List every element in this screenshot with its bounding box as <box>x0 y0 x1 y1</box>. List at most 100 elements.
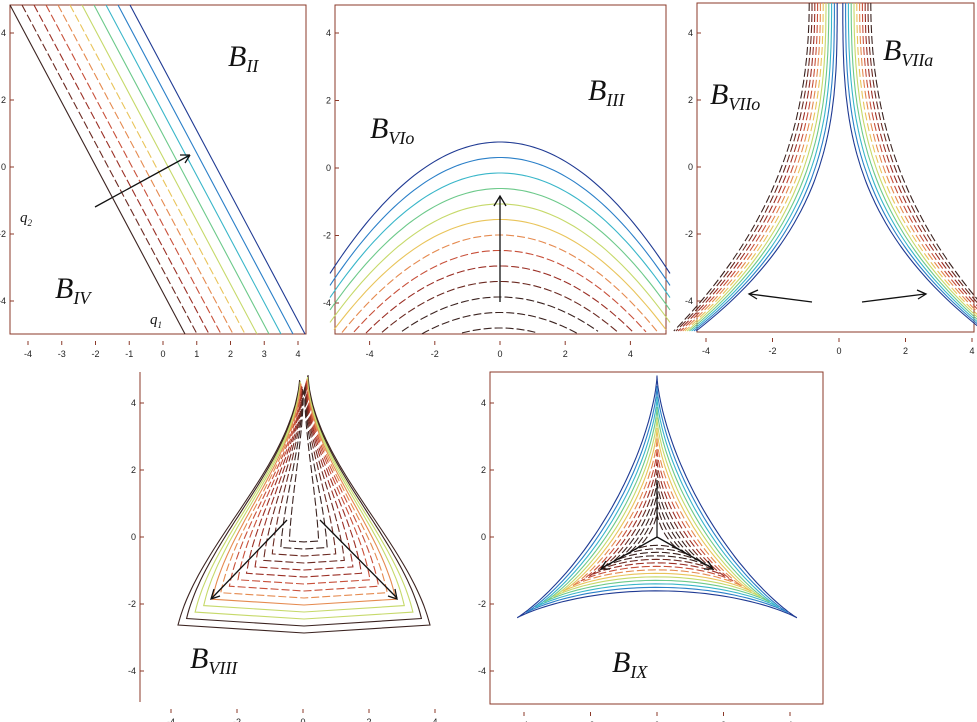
contour-line <box>677 3 816 332</box>
y-tick-label: -2 <box>128 599 136 609</box>
contour-line <box>105 4 282 335</box>
region-labels: BII BIV q2 q1 BIII BVIo BVIIa BVIIo BVII… <box>20 34 933 682</box>
y-tick-label: 0 <box>131 532 136 542</box>
y-tick-label: 2 <box>131 465 136 475</box>
y-tick-label: 4 <box>131 398 136 408</box>
contour-line <box>680 3 819 332</box>
contour-line <box>597 470 716 572</box>
contour-line <box>859 3 977 313</box>
y-tick-label: -4 <box>478 666 486 676</box>
contour-line <box>237 382 371 585</box>
x-tick-label: 1 <box>194 349 199 359</box>
panel-b8: -4 -2 0 2 4 4 2 0 -2 -4 <box>128 372 438 722</box>
axes-b9: -4 -2 0 2 4 4 2 0 -2 -4 <box>478 398 793 722</box>
x-tick-label: 0 <box>497 349 502 359</box>
contour-line <box>675 3 813 332</box>
contour-line <box>607 480 707 567</box>
x-tick-label: 2 <box>563 349 568 359</box>
contour-line <box>842 3 977 327</box>
contour-line <box>228 381 380 592</box>
contours-b8 <box>177 374 431 634</box>
label-b4: BIV <box>55 272 92 308</box>
contour-line <box>861 3 977 310</box>
y-tick-label: 4 <box>326 28 331 38</box>
contour-line <box>682 3 821 332</box>
y-tick-label: 0 <box>1 162 6 172</box>
x-tick-label: -2 <box>91 349 99 359</box>
y-tick-label: 2 <box>481 465 486 475</box>
x-tick-label: -1 <box>125 349 133 359</box>
y-tick-label: -4 <box>128 666 136 676</box>
contour-line <box>870 3 977 300</box>
contour-line <box>553 417 761 598</box>
axes-b2: -4 -3 -2 -1 0 1 2 3 4 4 2 0 -2 -4 <box>0 28 301 359</box>
contour-line <box>81 4 258 335</box>
contour-line <box>856 3 977 315</box>
y-tick-label: 0 <box>688 162 693 172</box>
x-tick-label: -2 <box>431 349 439 359</box>
contour-line <box>117 4 294 335</box>
contour-line <box>635 512 679 551</box>
x-tick-label: 4 <box>295 349 300 359</box>
panel-b3-b6: -4 -2 0 2 4 4 2 0 -2 -4 <box>323 4 671 359</box>
contour-line <box>329 187 671 311</box>
contour-line <box>691 3 833 332</box>
x-tick-label: 2 <box>903 346 908 356</box>
contour-line <box>847 3 977 323</box>
contour-line <box>864 3 977 307</box>
contour-line <box>625 501 689 556</box>
contour-line <box>580 449 734 582</box>
contour-line <box>69 4 246 335</box>
contour-line <box>544 407 770 603</box>
axes-b7: -4 -2 0 2 4 4 2 0 -2 -4 <box>685 28 975 356</box>
contour-line <box>57 4 234 335</box>
label-b9: BIX <box>612 646 648 682</box>
contour-line <box>271 386 337 557</box>
x-tick-label: 2 <box>366 717 371 722</box>
contour-line <box>33 4 210 335</box>
contour-line <box>853 3 977 318</box>
y-tick-label: -4 <box>323 298 331 308</box>
y-tick-label: -4 <box>0 296 6 306</box>
contours-b2 <box>9 4 306 335</box>
x-tick-label: -3 <box>58 349 66 359</box>
contour-line <box>535 396 780 608</box>
label-b2: BII <box>228 40 259 76</box>
contour-line <box>329 141 671 274</box>
contour-line <box>185 375 423 627</box>
y-tick-label: 2 <box>1 95 6 105</box>
axes-b3: -4 -2 0 2 4 4 2 0 -2 -4 <box>323 28 633 359</box>
contour-line <box>421 311 579 335</box>
panel-b9: -4 -2 0 2 4 4 2 0 -2 -4 <box>478 371 824 722</box>
x-tick-label: -2 <box>768 346 776 356</box>
panel-b2-b4: -4 -3 -2 -1 0 1 2 3 4 4 2 0 -2 -4 <box>0 4 307 359</box>
x-tick-label: 0 <box>300 717 305 722</box>
x-tick-label: -4 <box>520 720 528 722</box>
x-tick-label: -4 <box>24 349 32 359</box>
contour-line <box>254 384 354 571</box>
contour-line <box>693 3 835 332</box>
contour-line <box>525 386 789 614</box>
contour-line <box>695 3 838 332</box>
y-tick-label: 4 <box>688 28 693 38</box>
contours-b9 <box>516 375 798 619</box>
contour-line <box>562 428 752 592</box>
contour-line <box>211 379 397 606</box>
x-tick-label: 0 <box>836 346 841 356</box>
contour-line <box>280 387 328 550</box>
x-tick-label: 4 <box>787 720 792 722</box>
label-b7a: BVIIa <box>883 34 933 70</box>
y-tick-label: -2 <box>478 599 486 609</box>
contour-line <box>177 374 431 634</box>
contour-line <box>516 375 798 619</box>
x-tick-label: 2 <box>228 349 233 359</box>
contour-line <box>845 3 977 325</box>
contour-line <box>263 385 345 564</box>
axes-b8: -4 -2 0 2 4 4 2 0 -2 -4 <box>128 398 438 722</box>
contour-line <box>220 380 388 599</box>
x-tick-label: 4 <box>432 717 437 722</box>
contours-b7 <box>673 3 977 332</box>
contour-line <box>571 438 743 588</box>
contour-line <box>329 172 671 298</box>
